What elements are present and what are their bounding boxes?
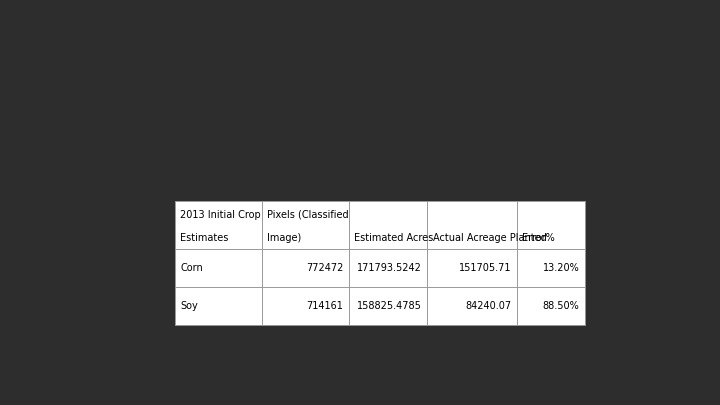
Text: Image): Image): [267, 233, 302, 243]
Text: 84240.07: 84240.07: [465, 301, 511, 311]
Text: Estimated Acres: Estimated Acres: [354, 233, 433, 243]
Text: 171793.5242: 171793.5242: [357, 263, 422, 273]
Text: Error%: Error%: [523, 233, 555, 243]
Text: Actual Acreage Planted: Actual Acreage Planted: [433, 233, 546, 243]
Text: 13.20%: 13.20%: [543, 263, 580, 273]
Text: 88.50%: 88.50%: [543, 301, 580, 311]
Text: Estimates: Estimates: [181, 233, 229, 243]
Text: 714161: 714161: [306, 301, 343, 311]
Text: 151705.71: 151705.71: [459, 263, 511, 273]
Text: Soy: Soy: [181, 301, 198, 311]
Text: Corn: Corn: [181, 263, 203, 273]
Text: Pixels (Classified: Pixels (Classified: [267, 210, 349, 220]
Bar: [175, 201, 585, 324]
Text: 158825.4785: 158825.4785: [357, 301, 422, 311]
Text: 772472: 772472: [306, 263, 343, 273]
Text: 2013 Initial Crop: 2013 Initial Crop: [181, 210, 261, 220]
